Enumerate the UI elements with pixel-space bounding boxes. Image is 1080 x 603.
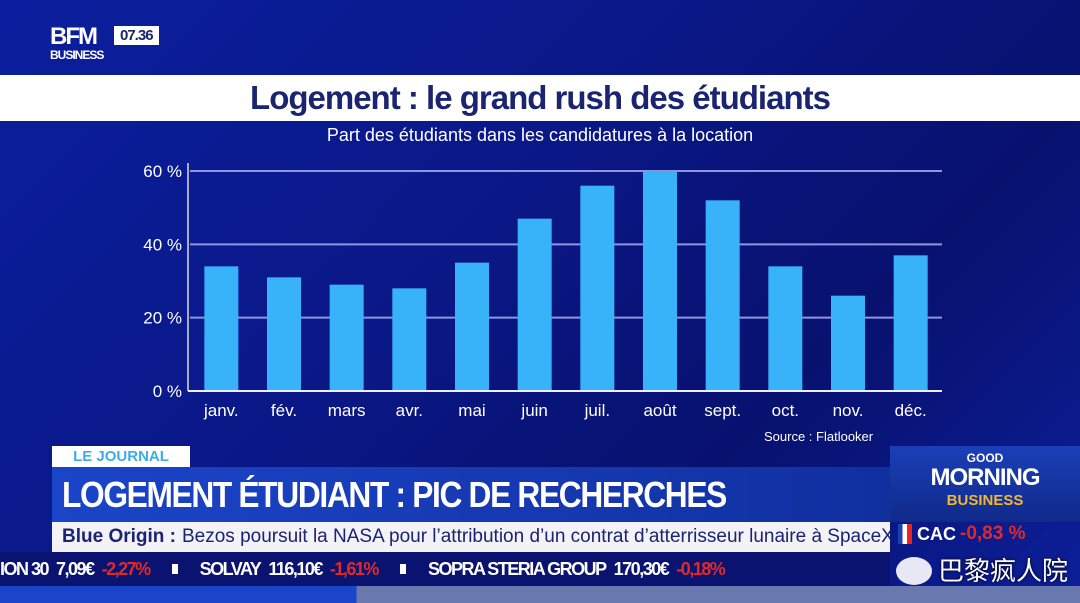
stock-change: -2,27% [101,558,152,579]
bar-août [643,171,677,391]
x-tick-label: oct. [772,401,799,420]
title-band: Logement : le grand rush des étudiants [0,75,1080,121]
x-tick-label: juil. [584,401,611,420]
bar-janv. [204,266,239,391]
wechat-icon [896,557,932,585]
bar-chart: 0 % 20 % 40 % 60 % janv. fév. mars avr. mai juin j… [143,162,942,420]
x-tick-label: sept. [704,401,741,420]
x-tick-label: nov. [833,401,864,420]
stock-change: -0,18% [676,558,726,579]
clock: 07.36 [114,26,159,45]
chart-subtitle: Part des étudiants dans les candidatures… [326,125,754,145]
x-tick-label: avr. [396,401,423,420]
headline-band: LOGEMENT ÉTUDIANT : PIC DE RECHERCHES [52,467,890,522]
bar-avr. [392,288,427,391]
x-tick-label: août [643,401,676,420]
y-tick-label: 40 % [143,235,182,254]
bfm-business-logo: BFM BUSINESS [50,23,104,62]
stock-item: SOPRA STERIA GROUP 170,30€ -0,18% [427,558,726,580]
bar-sept. [705,200,740,391]
separator [171,564,178,574]
x-tick-label: fév. [271,401,297,420]
show-logo-line2: MORNING [930,464,1041,491]
bar-oct. [768,266,803,391]
france-flag-icon [898,524,912,544]
stock-price: 7,09€ [56,558,95,579]
show-logo-line1: GOOD [966,451,1004,465]
stock-name: SOPRA STERIA GROUP [427,558,607,579]
stock-name: ION 30 [0,558,50,579]
bar-mars [329,284,364,391]
bar-mai [455,262,489,391]
stock-item: ION 30 7,09€ -2,27% [0,558,152,580]
bar-juil. [580,185,615,391]
watermark-text: 巴黎疯人院 [938,556,1069,586]
x-tick-label: déc. [895,401,927,420]
separator [399,564,406,574]
bar-déc. [893,255,928,391]
bar-nov. [831,295,865,391]
chart-source: Source : Flatlooker [764,429,874,444]
chart-title: Logement : le grand rush des étudiants [250,79,831,116]
stock-change: -1,61% [329,558,380,579]
x-tick-label: juin [520,401,547,420]
stock-ticker: ION 30 7,09€ -2,27% SOLVAY 116,10€ -1,61% SOPR… [0,552,890,586]
x-tick-label: janv. [203,401,239,420]
y-tick-label: 60 % [143,162,182,181]
bar-juin [517,218,552,391]
section-tag: LE JOURNAL [52,446,190,467]
index-label: CAC [898,524,956,544]
headline: LOGEMENT ÉTUDIANT : PIC DE RECHERCHES [62,473,727,515]
stock-price: 116,10€ [268,558,323,579]
show-logo-line3: BUSINESS [946,492,1024,509]
logo-main: BFM [50,23,98,50]
x-tick-label: mai [458,401,485,420]
logo-sub: BUSINESS [50,48,104,62]
index-change: -0,83 % [960,523,1026,544]
stock-name: SOLVAY [199,558,262,579]
news-ticker: Blue Origin : Bezos poursuit la NASA pour… [52,522,890,552]
news-text: Bezos poursuit la NASA pour l’attributio… [182,526,890,547]
show-logo: GOOD MORNING BUSINESS [890,446,1080,522]
watermark: 巴黎疯人院 [896,556,1068,586]
stock-item: SOLVAY 116,10€ -1,61% [199,558,380,580]
progress-strip [0,586,1080,603]
bar-fév. [267,277,301,391]
stock-price: 170,30€ [613,558,670,579]
y-tick-label: 0 % [153,382,182,401]
y-tick-label: 20 % [143,309,182,328]
news-topic: Blue Origin : [62,526,176,547]
x-tick-label: mars [328,401,366,420]
index-name: CAC [917,524,956,544]
